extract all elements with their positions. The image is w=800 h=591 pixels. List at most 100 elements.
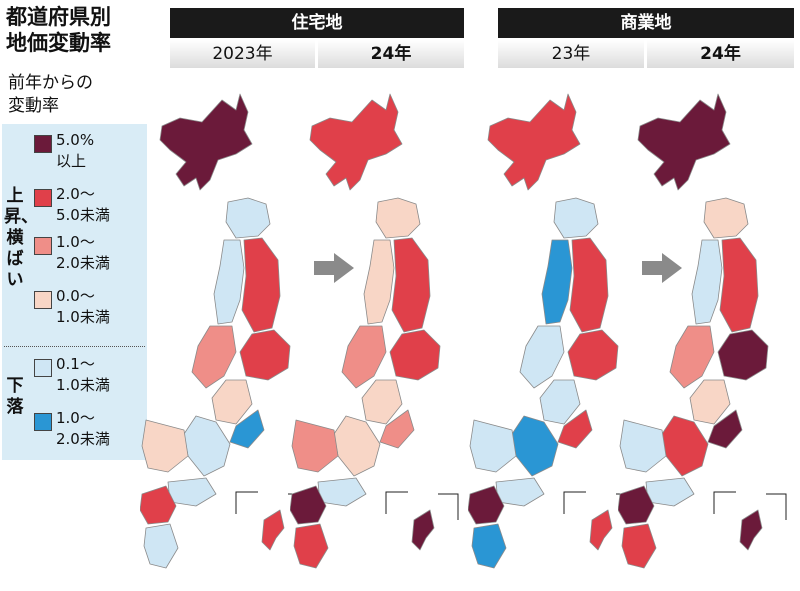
region-hokkaido [159,93,253,191]
year-label-res-2024: 24年 [318,40,464,68]
region-kinki [183,415,231,477]
region-tohoku_e [391,237,431,333]
region-shikoku [495,477,545,507]
region-chubu [361,379,403,425]
region-okinawa [589,509,613,551]
legend-item-text: 5.0% 以上 [56,130,148,172]
title-line-1: 都道府県別 [6,5,111,29]
year-label-com-2023: 23年 [498,40,644,68]
region-chubu [539,379,581,425]
okinawa-inset-frame [713,491,787,520]
region-tohoku_w [363,239,395,325]
legend-item-line2: 1.0未満 [56,376,110,394]
legend-swatch [34,237,52,255]
region-chubu [689,379,731,425]
legend-item-line1: 2.0～ [56,185,95,203]
region-hokkaido [637,93,731,191]
legend-item-text: 1.0～ 2.0未満 [56,408,148,450]
year-label-com-2024: 24年 [647,40,794,68]
region-hokuriku [341,325,387,389]
region-kanto [717,329,769,381]
region-kyushu_s [293,523,329,569]
region-chugoku [469,419,517,473]
japan-map-commercial-2024 [618,93,787,569]
region-tohoku_e [719,237,759,333]
region-kyushu_s [143,523,179,569]
region-okinawa [739,509,763,551]
legend-item-line1: 1.0～ [56,409,95,427]
region-hokuriku [519,325,565,389]
region-kinki [333,415,381,477]
region-kyushu_n [290,485,327,525]
residential-header: 住宅地 [170,8,464,38]
region-tohoku_n [553,197,599,239]
legend-swatch [34,413,52,431]
region-kyushu_n [140,485,177,525]
region-kyushu_n [468,485,505,525]
region-chugoku [291,419,339,473]
region-chugoku [141,419,189,473]
legend-item-line1: 0.0～ [56,287,95,305]
legend-item-line1: 1.0～ [56,233,95,251]
region-hokkaido [309,93,403,191]
legend-item-text: 0.0～ 1.0未満 [56,286,148,328]
legend-item-line2: 5.0未満 [56,206,110,224]
region-shikoku [167,477,217,507]
region-kyushu_s [471,523,507,569]
region-tokai [229,409,265,449]
region-tohoku_e [569,237,609,333]
legend-divider [4,346,145,347]
region-tohoku_n [225,197,271,239]
japan-map-residential-2024 [290,93,459,569]
legend-item-line2: 2.0未満 [56,254,110,272]
region-tohoku_w [691,239,723,325]
legend-item-text: 1.0～ 2.0未満 [56,232,148,274]
region-tohoku_n [375,197,421,239]
legend-rise-label: 上昇、横ばい [4,186,38,291]
region-tohoku_w [213,239,245,325]
legend-rise-text: 上昇、横ばい [4,186,38,290]
commercial-header: 商業地 [498,8,794,38]
year-label-res-2023: 2023年 [170,40,315,68]
legend-item-text: 2.0～ 5.0未満 [56,184,148,226]
legend-fall-label: 下落 [4,376,26,418]
legend-fall-text: 下落 [6,376,24,417]
subtitle-line-2: 変動率 [8,96,59,116]
okinawa-inset-frame [385,491,459,520]
region-okinawa [411,509,435,551]
legend-swatch [34,359,52,377]
subtitle-line-1: 前年からの [8,73,93,93]
region-kyushu_n [618,485,655,525]
region-tohoku_e [241,237,281,333]
region-shikoku [645,477,695,507]
region-tohoku_w [541,239,573,325]
region-shikoku [317,477,367,507]
region-kinki [511,415,559,477]
legend-item-line2: 1.0未満 [56,308,110,326]
region-kanto [239,329,291,381]
region-hokkaido [487,93,581,191]
region-kinki [661,415,709,477]
legend-swatch [34,189,52,207]
region-kanto [567,329,619,381]
legend-item-line1: 0.1～ [56,355,95,373]
region-tokai [379,409,415,449]
title-line-2: 地価変動率 [6,31,111,55]
legend-swatch [34,291,52,309]
region-chugoku [619,419,667,473]
legend-subtitle: 前年からの 変動率 [8,72,148,118]
region-okinawa [261,509,285,551]
page-title: 都道府県別 地価変動率 [6,4,166,56]
legend-item-text: 0.1～ 1.0未満 [56,354,148,396]
legend-item-line2: 以上 [56,152,87,170]
region-kyushu_s [621,523,657,569]
region-hokuriku [191,325,237,389]
legend: 上昇、横ばい 下落 5.0% 以上 2.0～ 5.0未満 1.0～ 2.0未満 … [2,124,147,460]
region-hokuriku [669,325,715,389]
region-tohoku_n [703,197,749,239]
japan-map-residential-2023 [140,93,309,569]
region-tokai [557,409,593,449]
arrow-right-icon [314,253,354,283]
region-tokai [707,409,743,449]
legend-swatch [34,135,52,153]
